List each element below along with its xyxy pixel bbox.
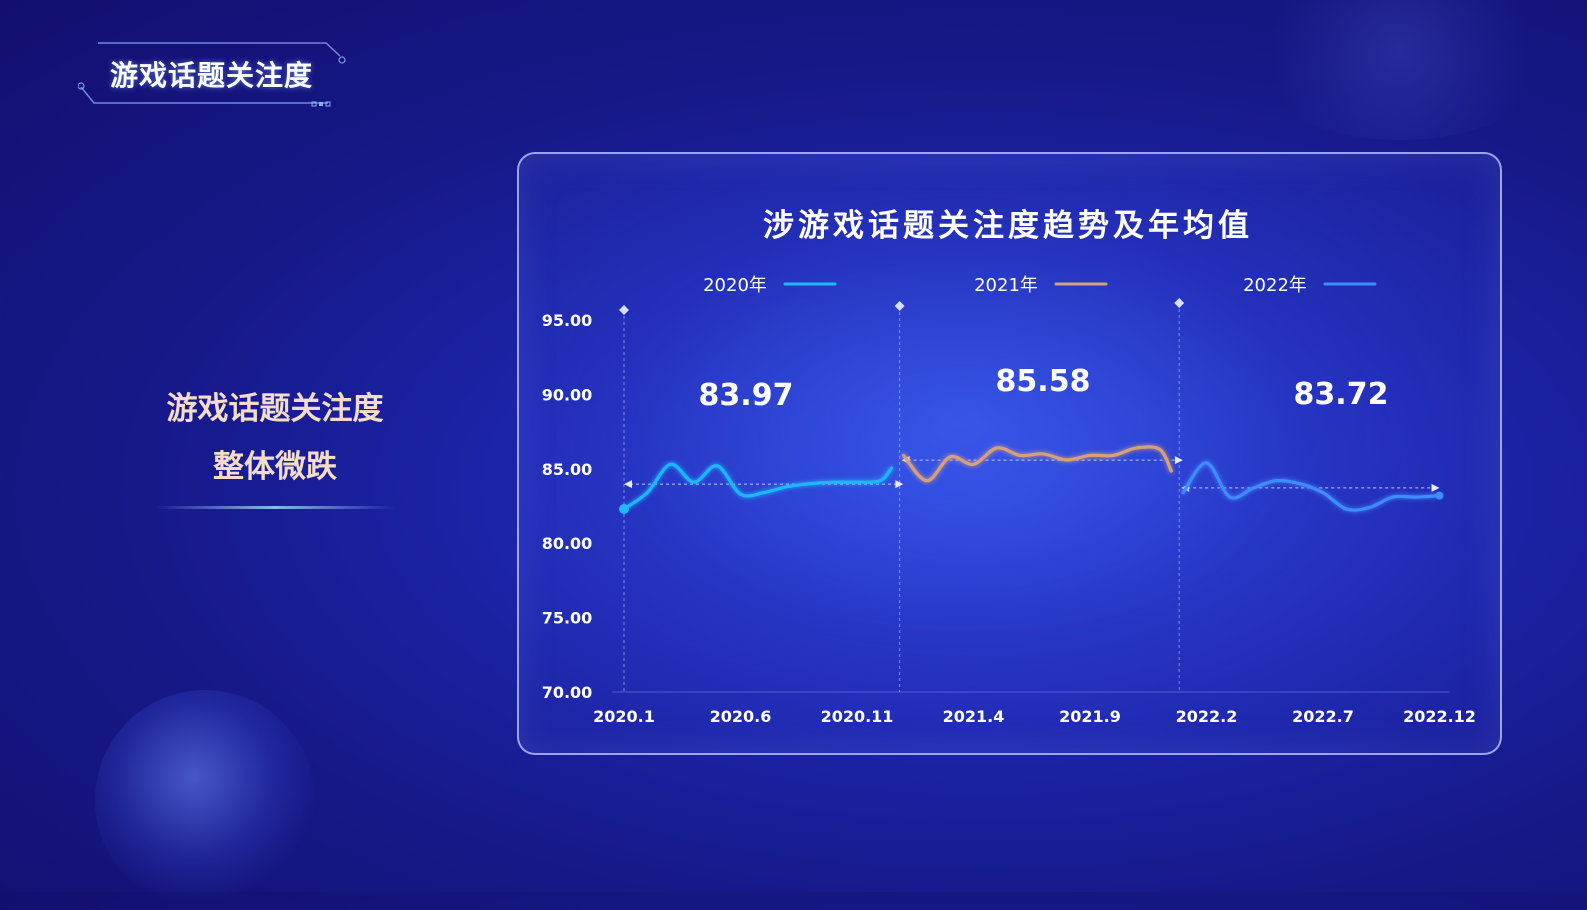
divider-marker-icon [619,305,629,315]
x-tick-label: 2022.2 [1176,707,1238,726]
y-tick-label: 95.00 [542,311,593,330]
start-point-marker [619,504,629,514]
y-tick-label: 75.00 [542,609,593,628]
year-average-label: 85.58 [996,364,1091,399]
x-tick-label: 2022.12 [1403,707,1476,726]
x-tick-label: 2021.9 [1059,707,1121,726]
y-tick-label: 80.00 [542,534,593,553]
average-arrow-right-icon [1175,456,1183,464]
series-line [624,464,892,509]
x-tick-label: 2021.4 [943,707,1005,726]
divider-marker-icon [895,301,905,311]
series-line [904,447,1172,481]
y-tick-label: 90.00 [542,385,593,404]
divider-marker-icon [1174,298,1184,308]
end-point-marker [1436,492,1444,500]
year-average-label: 83.72 [1294,377,1389,412]
y-tick-label: 70.00 [542,683,593,702]
x-tick-label: 2022.7 [1292,707,1354,726]
chart-title: 涉游戏话题关注度趋势及年均值 [763,208,1253,244]
legend-label: 2022年 [1243,275,1307,296]
legend-label: 2020年 [703,275,767,296]
series-line [1183,463,1439,510]
average-arrow-left-icon [624,480,632,488]
x-tick-label: 2020.1 [593,707,655,726]
x-tick-label: 2020.11 [821,707,894,726]
x-tick-label: 2020.6 [710,707,772,726]
year-average-label: 83.97 [699,378,794,413]
average-arrow-right-icon [1432,484,1440,492]
legend-label: 2021年 [974,275,1038,296]
y-tick-label: 85.00 [542,460,593,479]
